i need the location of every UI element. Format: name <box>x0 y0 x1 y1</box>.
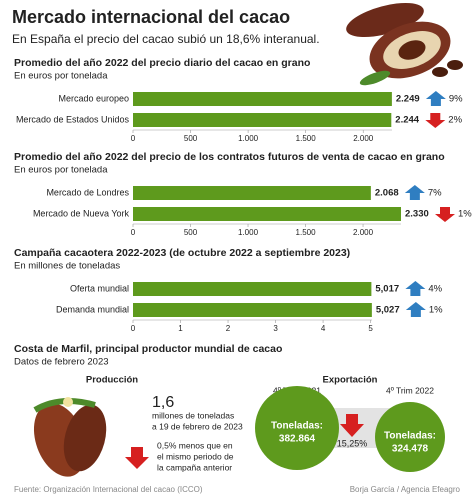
export-value: 324.478 <box>392 444 429 455</box>
production-change: la campaña anterior <box>157 462 232 472</box>
change-label: 1% <box>429 305 443 316</box>
bar <box>133 92 392 106</box>
x-tick-label: 2.000 <box>353 134 374 143</box>
bar <box>133 113 392 127</box>
x-tick-label: 2 <box>226 324 231 333</box>
section-title: Costa de Marfil, principal productor mun… <box>14 343 282 355</box>
chart-title: Promedio del año 2022 del precio de los … <box>14 151 445 163</box>
chart-subtitle: En euros por tonelada <box>14 71 108 82</box>
exports-heading: Exportación <box>323 375 378 386</box>
x-tick-label: 1.500 <box>296 134 317 143</box>
production-change: el mismo periodo de <box>157 451 234 461</box>
x-tick-label: 1 <box>178 324 183 333</box>
bar <box>133 207 401 221</box>
category-label: Mercado de Nueva York <box>33 208 130 218</box>
x-tick-label: 0 <box>131 228 136 237</box>
x-tick-label: 0 <box>131 134 136 143</box>
x-tick-label: 1.000 <box>238 228 259 237</box>
chart-title: Campaña cacaotera 2022-2023 (de octubre … <box>14 247 350 259</box>
x-tick-label: 1.500 <box>296 228 317 237</box>
value-label: 5,017 <box>375 284 399 295</box>
change-label: 4% <box>428 284 442 295</box>
category-label: Mercado de Londres <box>46 187 129 197</box>
down-arrow <box>340 414 364 437</box>
export-value: 382.864 <box>279 434 316 445</box>
pod-illustration <box>33 397 107 477</box>
circle-2022 <box>375 402 445 472</box>
production-text: a 19 de febrero de 2023 <box>152 421 243 431</box>
export-label: Toneladas: <box>271 421 323 432</box>
value-label: 2.330 <box>405 209 429 220</box>
source: Fuente: Organización Internacional del c… <box>14 485 203 494</box>
cocoa-illustration <box>346 2 463 86</box>
down-arrow <box>425 113 446 128</box>
x-tick-label: 3 <box>273 324 278 333</box>
subtitle: En España el precio del cacao subió un 1… <box>12 32 320 46</box>
x-tick-label: 4 <box>321 324 326 333</box>
bar <box>133 303 372 317</box>
title: Mercado internacional del cacao <box>12 7 290 27</box>
down-arrow <box>125 447 149 469</box>
up-arrow <box>425 91 446 106</box>
production-text: millones de toneladas <box>152 410 234 420</box>
up-arrow <box>405 281 426 296</box>
chart-title: Promedio del año 2022 del precio diario … <box>14 57 310 69</box>
value-label: 5,027 <box>376 305 400 316</box>
chart-subtitle: En millones de toneladas <box>14 261 120 272</box>
value-label: 2.249 <box>396 94 420 105</box>
up-arrow <box>404 185 425 200</box>
category-label: Demanda mundial <box>56 304 129 314</box>
production-heading: Producción <box>86 375 138 386</box>
credit: Borja García / Agencia Efeagro <box>350 485 461 494</box>
x-tick-label: 0 <box>131 324 136 333</box>
circle-2021 <box>255 386 339 470</box>
bar <box>133 186 371 200</box>
down-arrow <box>435 207 455 222</box>
x-tick-label: 1.000 <box>238 134 259 143</box>
export-change: 15,25% <box>337 438 368 448</box>
section-subtitle: Datos de febrero 2023 <box>14 357 109 368</box>
x-tick-label: 500 <box>184 134 198 143</box>
value-label: 2.068 <box>375 188 399 199</box>
bar <box>133 282 372 296</box>
export-label: Toneladas: <box>384 431 436 442</box>
category-label: Mercado europeo <box>58 93 129 103</box>
up-arrow <box>405 302 426 317</box>
change-label: 9% <box>449 94 463 105</box>
chart-subtitle: En euros por tonelada <box>14 165 108 176</box>
change-label: 2% <box>448 115 462 126</box>
category-label: Oferta mundial <box>70 283 129 293</box>
category-label: Mercado de Estados Unidos <box>16 114 130 124</box>
change-label: 1% <box>458 209 472 220</box>
value-label: 2.244 <box>395 115 419 126</box>
change-label: 7% <box>428 188 442 199</box>
x-tick-label: 500 <box>184 228 198 237</box>
period: 4º Trim 2022 <box>386 385 434 395</box>
production-change: 0,5% menos que en <box>157 440 233 450</box>
x-tick-label: 2.000 <box>353 228 374 237</box>
x-tick-label: 5 <box>368 324 373 333</box>
production-amount: 1,6 <box>152 394 174 411</box>
